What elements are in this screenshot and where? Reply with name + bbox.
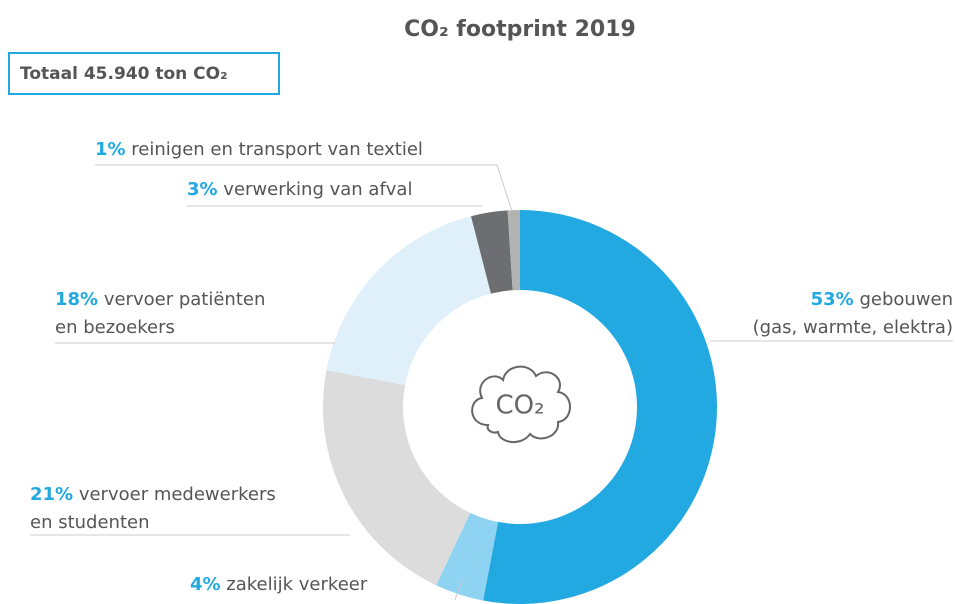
category-label: gebouwen xyxy=(859,289,953,310)
slice-label: 3% verwerking van afval xyxy=(187,179,412,200)
value-label: 4% xyxy=(190,574,221,595)
donut-slice xyxy=(507,210,520,291)
value-label: 21% xyxy=(30,484,73,505)
donut-slice xyxy=(483,210,718,604)
slice-label: en studenten xyxy=(30,512,150,533)
category-label: reinigen en transport van textiel xyxy=(131,139,423,160)
category-label: vervoer patiënten xyxy=(104,289,266,310)
center-label: CO₂ xyxy=(495,391,544,421)
donut-slice xyxy=(323,370,471,586)
leader-line xyxy=(95,164,513,212)
value-label: 1% xyxy=(95,139,126,160)
chart-title: CO₂ footprint 2019 xyxy=(404,17,636,42)
leader-line xyxy=(454,579,463,601)
category-label: vervoer medewerkers xyxy=(79,484,276,505)
donut-slice xyxy=(471,210,513,294)
category-label: en studenten xyxy=(30,512,150,533)
category-label: verwerking van afval xyxy=(223,179,412,200)
slice-label: 18% vervoer patiënten xyxy=(55,289,265,310)
category-label: zakelijk verkeer xyxy=(226,574,368,595)
category-label: en bezoekers xyxy=(55,317,175,338)
value-label: 18% xyxy=(55,289,98,310)
donut xyxy=(323,210,718,604)
cloud-icon xyxy=(471,365,571,443)
slice-label: 53% gebouwen xyxy=(811,289,953,310)
total-label: Totaal 45.940 ton CO₂ xyxy=(20,64,228,84)
slice-label: 1% reinigen en transport van textiel xyxy=(95,139,423,160)
total-box xyxy=(8,52,280,95)
donut-slice xyxy=(326,216,491,386)
donut-slice xyxy=(436,512,499,601)
value-label: 3% xyxy=(187,179,218,200)
slice-label: en bezoekers xyxy=(55,317,175,338)
slice-label: (gas, warmte, elektra) xyxy=(753,317,953,338)
value-label: 53% xyxy=(811,289,854,310)
slice-label: 21% vervoer medewerkers xyxy=(30,484,276,505)
slice-label: 4% zakelijk verkeer xyxy=(190,574,368,595)
category-label: (gas, warmte, elektra) xyxy=(753,317,953,338)
